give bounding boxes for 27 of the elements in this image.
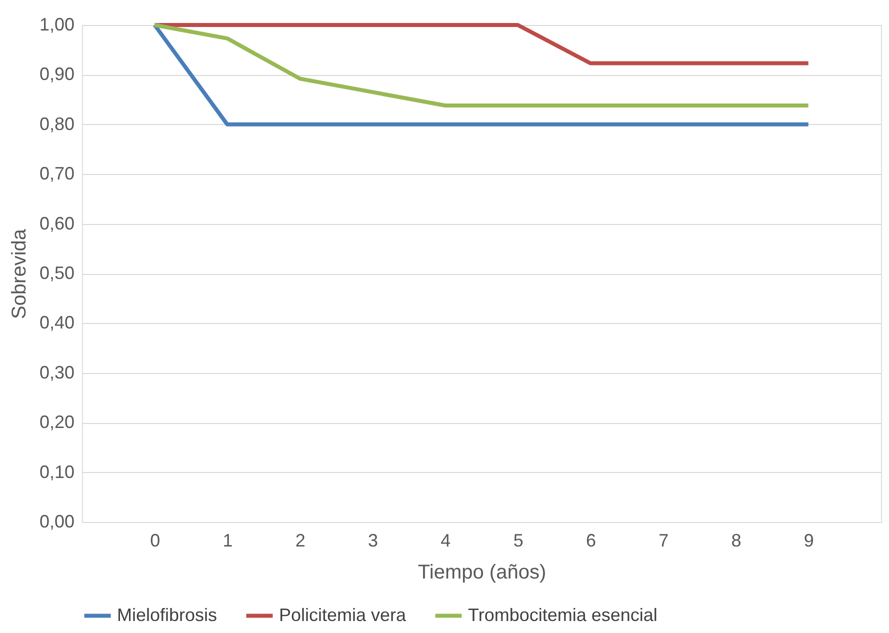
y-tick-label: 0,00 — [39, 512, 74, 532]
x-tick-label: 4 — [440, 530, 451, 550]
x-tick-label: 6 — [586, 530, 596, 550]
x-tick-label: 9 — [804, 530, 814, 550]
y-tick-label: 0,40 — [39, 312, 74, 333]
y-tick-label: 0,10 — [39, 462, 74, 482]
x-axis-title: Tiempo (años) — [418, 562, 546, 584]
legend-label: Trombocitemia esencial — [468, 604, 658, 625]
x-tick-label: 0 — [150, 530, 160, 550]
y-tick-label: 0,80 — [39, 114, 74, 134]
legend-label: Mielofibrosis — [117, 604, 218, 625]
x-tick-label: 5 — [513, 530, 524, 550]
y-tick-label: 0,60 — [39, 213, 74, 234]
y-tick-label: 0,90 — [39, 64, 74, 84]
line-series — [152, 23, 810, 108]
x-tick-label: 3 — [368, 530, 378, 550]
y-tick-label: 0,70 — [39, 164, 74, 184]
x-tick-label: 8 — [731, 530, 742, 550]
legend-label: Policitemia vera — [279, 604, 408, 625]
y-tick-label: 1,00 — [39, 14, 74, 34]
x-tick-label: 7 — [658, 530, 669, 550]
y-axis-title: Sobrevida — [8, 228, 30, 320]
x-tick-label: 1 — [222, 530, 233, 550]
y-tick-label: 0,20 — [39, 412, 74, 432]
x-tick-label: 2 — [295, 530, 306, 550]
y-tick-label: 0,30 — [39, 362, 74, 382]
y-tick-label: 0,50 — [39, 263, 74, 283]
